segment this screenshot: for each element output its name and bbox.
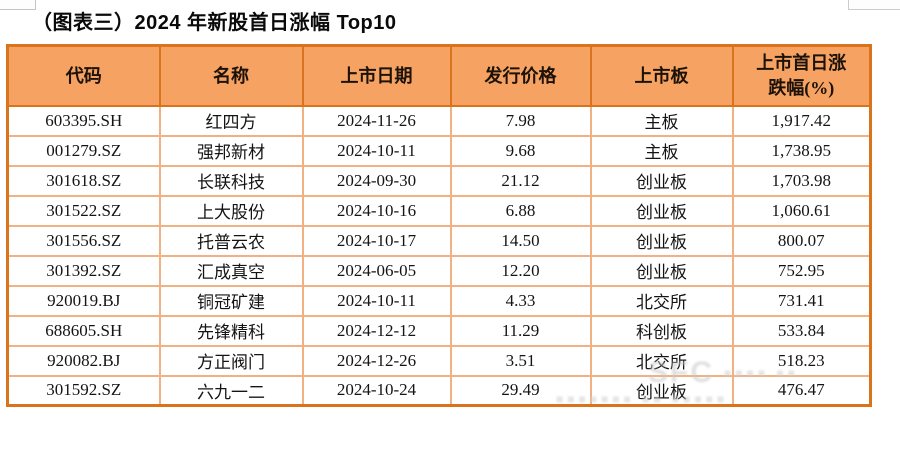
ipo-top10-table: 代码 名称 上市日期 发行价格 上市板 上市首日涨跌幅(%) 603395.SH 红四方 20…	[6, 44, 872, 407]
screenshot-artifact-top-right	[848, 0, 900, 10]
ipo-table-container: 代码 名称 上市日期 发行价格 上市板 上市首日涨跌幅(%) 603395.SH 红四方 20…	[6, 44, 872, 407]
cell-list_date: 2024-10-11	[301, 134, 452, 167]
cell-board: 主板	[589, 104, 734, 137]
cell-code: 920019.BJ	[6, 284, 161, 317]
cell-issue_price: 12.20	[449, 254, 592, 287]
cell-name: 六九一二	[158, 374, 304, 407]
cell-code: 603395.SH	[6, 104, 161, 137]
cell-list_date: 2024-10-11	[301, 284, 452, 317]
table-header-row: 代码 名称 上市日期 发行价格 上市板 上市首日涨跌幅(%)	[6, 44, 872, 107]
table-row: 688605.SH 先锋精科 2024-12-12 11.29 科创板 533.84	[6, 314, 872, 347]
cell-name: 方正阀门	[158, 344, 304, 377]
column-header-code: 代码	[6, 44, 161, 107]
cell-board: 创业板	[589, 254, 734, 287]
cell-name: 长联科技	[158, 164, 304, 197]
table-row: 301392.SZ 汇成真空 2024-06-05 12.20 创业板 752.95	[6, 254, 872, 287]
cell-issue_price: 3.51	[449, 344, 592, 377]
table-row: 301618.SZ 长联科技 2024-09-30 21.12 创业板 1,703.98	[6, 164, 872, 197]
cell-board: 创业板	[589, 224, 734, 257]
cell-code: 301592.SZ	[6, 374, 161, 407]
column-header-issue_price: 发行价格	[449, 44, 592, 107]
cell-board: 科创板	[589, 314, 734, 347]
cell-first_day_change_pct: 533.84	[731, 314, 872, 347]
cell-code: 301618.SZ	[6, 164, 161, 197]
cell-board: 主板	[589, 134, 734, 167]
column-header-list_date: 上市日期	[301, 44, 452, 107]
table-row: 920019.BJ 铜冠矿建 2024-10-11 4.33 北交所 731.41	[6, 284, 872, 317]
cell-board: 创业板	[589, 164, 734, 197]
cell-list_date: 2024-12-26	[301, 344, 452, 377]
cell-code: 301522.SZ	[6, 194, 161, 227]
page-title: （图表三）2024 年新股首日涨幅 Top10	[32, 12, 397, 34]
cell-name: 铜冠矿建	[158, 284, 304, 317]
column-header-board: 上市板	[589, 44, 734, 107]
cell-code: 301556.SZ	[6, 224, 161, 257]
cell-code: 301392.SZ	[6, 254, 161, 287]
cell-name: 上大股份	[158, 194, 304, 227]
cell-issue_price: 6.88	[449, 194, 592, 227]
cell-first_day_change_pct: 1,060.61	[731, 194, 872, 227]
cell-name: 强邦新材	[158, 134, 304, 167]
cell-code: 920082.BJ	[6, 344, 161, 377]
column-header-name: 名称	[158, 44, 304, 107]
cell-name: 先锋精科	[158, 314, 304, 347]
cell-list_date: 2024-10-24	[301, 374, 452, 407]
cell-list_date: 2024-10-17	[301, 224, 452, 257]
table-row: 301522.SZ 上大股份 2024-10-16 6.88 创业板 1,060.61	[6, 194, 872, 227]
cell-first_day_change_pct: 800.07	[731, 224, 872, 257]
cell-name: 汇成真空	[158, 254, 304, 287]
screenshot-artifact-top-left	[0, 0, 36, 10]
cell-board: 北交所	[589, 344, 734, 377]
cell-list_date: 2024-12-12	[301, 314, 452, 347]
cell-issue_price: 29.49	[449, 374, 592, 407]
table-head: 代码 名称 上市日期 发行价格 上市板 上市首日涨跌幅(%)	[6, 44, 872, 107]
table-row: 920082.BJ 方正阀门 2024-12-26 3.51 北交所 518.23	[6, 344, 872, 377]
cell-issue_price: 9.68	[449, 134, 592, 167]
cell-issue_price: 7.98	[449, 104, 592, 137]
cell-first_day_change_pct: 731.41	[731, 284, 872, 317]
cell-first_day_change_pct: 752.95	[731, 254, 872, 287]
cell-issue_price: 4.33	[449, 284, 592, 317]
cell-name: 托普云农	[158, 224, 304, 257]
table-body: 603395.SH 红四方 2024-11-26 7.98 主板 1,917.42 0012…	[6, 104, 872, 407]
cell-name: 红四方	[158, 104, 304, 137]
cell-list_date: 2024-11-26	[301, 104, 452, 137]
cell-first_day_change_pct: 476.47	[731, 374, 872, 407]
cell-issue_price: 11.29	[449, 314, 592, 347]
cell-code: 688605.SH	[6, 314, 161, 347]
cell-board: 创业板	[589, 374, 734, 407]
cell-code: 001279.SZ	[6, 134, 161, 167]
cell-list_date: 2024-09-30	[301, 164, 452, 197]
cell-first_day_change_pct: 518.23	[731, 344, 872, 377]
table-row: 301556.SZ 托普云农 2024-10-17 14.50 创业板 800.07	[6, 224, 872, 257]
table-row: 603395.SH 红四方 2024-11-26 7.98 主板 1,917.42	[6, 104, 872, 137]
cell-board: 创业板	[589, 194, 734, 227]
cell-first_day_change_pct: 1,703.98	[731, 164, 872, 197]
table-row: 001279.SZ 强邦新材 2024-10-11 9.68 主板 1,738.95	[6, 134, 872, 167]
cell-first_day_change_pct: 1,738.95	[731, 134, 872, 167]
cell-list_date: 2024-06-05	[301, 254, 452, 287]
cell-first_day_change_pct: 1,917.42	[731, 104, 872, 137]
cell-list_date: 2024-10-16	[301, 194, 452, 227]
cell-issue_price: 14.50	[449, 224, 592, 257]
column-header-first_day_change_pct: 上市首日涨跌幅(%)	[731, 44, 872, 107]
cell-board: 北交所	[589, 284, 734, 317]
table-row: 301592.SZ 六九一二 2024-10-24 29.49 创业板 476.47	[6, 374, 872, 407]
cell-issue_price: 21.12	[449, 164, 592, 197]
